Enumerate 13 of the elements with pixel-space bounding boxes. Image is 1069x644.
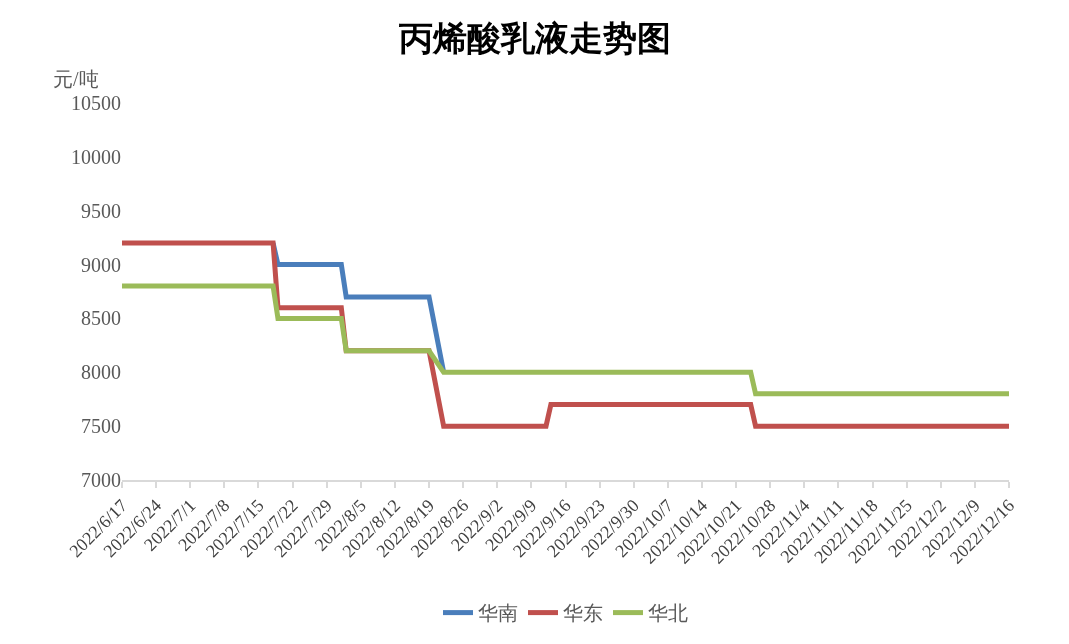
y-axis-title: 元/吨 (53, 68, 99, 90)
legend-label: 华北 (648, 602, 688, 625)
y-tick-label: 10500 (71, 92, 121, 114)
chart-title: 丙烯酸乳液走势图 (397, 19, 671, 57)
legend-label: 华南 (478, 602, 518, 625)
y-tick-label: 8500 (81, 307, 121, 330)
y-tick-label: 7000 (81, 469, 121, 491)
y-tick-label: 9500 (81, 199, 121, 222)
y-tick-label: 7500 (81, 415, 121, 438)
y-tick-label: 8000 (81, 361, 121, 384)
y-tick-label: 9000 (81, 253, 121, 276)
legend-label: 华东 (563, 602, 603, 625)
y-tick-label: 10000 (71, 145, 121, 168)
